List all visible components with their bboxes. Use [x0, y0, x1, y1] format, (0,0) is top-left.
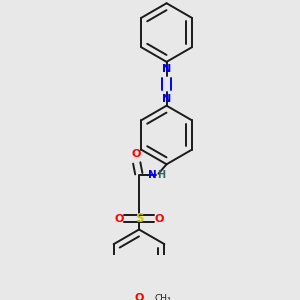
- Text: O: O: [132, 149, 141, 159]
- Text: CH₃: CH₃: [154, 294, 171, 300]
- Text: O: O: [114, 214, 124, 224]
- Text: S: S: [135, 212, 143, 225]
- Text: N: N: [148, 170, 157, 180]
- Text: H: H: [157, 170, 165, 180]
- Text: O: O: [134, 293, 144, 300]
- Text: O: O: [154, 214, 164, 224]
- Text: N: N: [162, 64, 171, 74]
- Text: N: N: [162, 94, 171, 104]
